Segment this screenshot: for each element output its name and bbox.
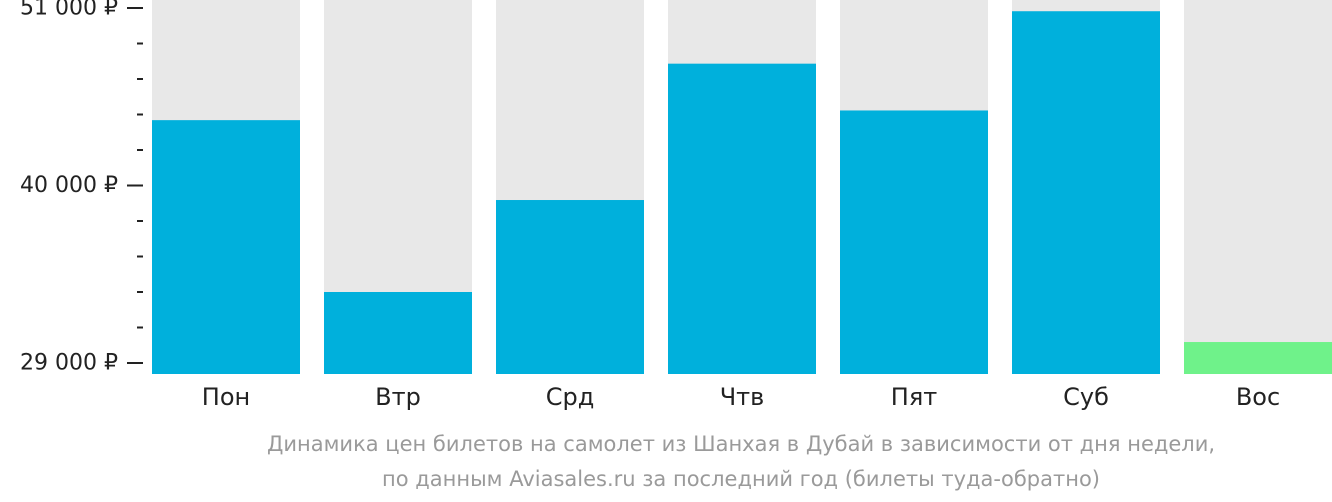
chart-caption-line-2: по данным Aviasales.ru за последний год … xyxy=(382,467,1100,491)
bar-1 xyxy=(152,120,300,374)
x-tick-label: Чтв xyxy=(720,383,765,411)
x-tick-label: Пон xyxy=(202,383,250,411)
bar-3 xyxy=(496,200,644,374)
y-tick-label: 51 000 ₽ xyxy=(20,0,118,21)
bars xyxy=(152,0,1332,375)
bar-2 xyxy=(324,292,472,374)
bar-6 xyxy=(1012,11,1160,375)
x-tick-label: Срд xyxy=(546,383,595,411)
x-tick-label: Пят xyxy=(891,383,937,411)
x-tick-label: Вос xyxy=(1236,383,1280,411)
y-axis: 29 000 ₽ 40 000 ₽ 51 000 ₽ xyxy=(20,0,143,376)
y-tick-label: 40 000 ₽ xyxy=(20,173,118,198)
y-tick-label: 29 000 ₽ xyxy=(20,351,118,376)
chart-caption-line-1: Динамика цен билетов на самолет из Шанха… xyxy=(266,432,1216,456)
x-axis: Пон Втр Срд Чтв Пят Суб Вос xyxy=(202,383,1280,411)
bar-4 xyxy=(668,63,816,374)
x-tick-label: Втр xyxy=(375,383,421,411)
bar-background xyxy=(1184,0,1332,374)
price-by-weekday-chart: 29 000 ₽ 40 000 ₽ 51 000 ₽ Пон Втр Срд Чтв Пят… xyxy=(20,0,1332,411)
bar-7 xyxy=(1184,342,1332,374)
x-tick-label: Суб xyxy=(1063,383,1109,411)
bar-5 xyxy=(840,110,988,374)
